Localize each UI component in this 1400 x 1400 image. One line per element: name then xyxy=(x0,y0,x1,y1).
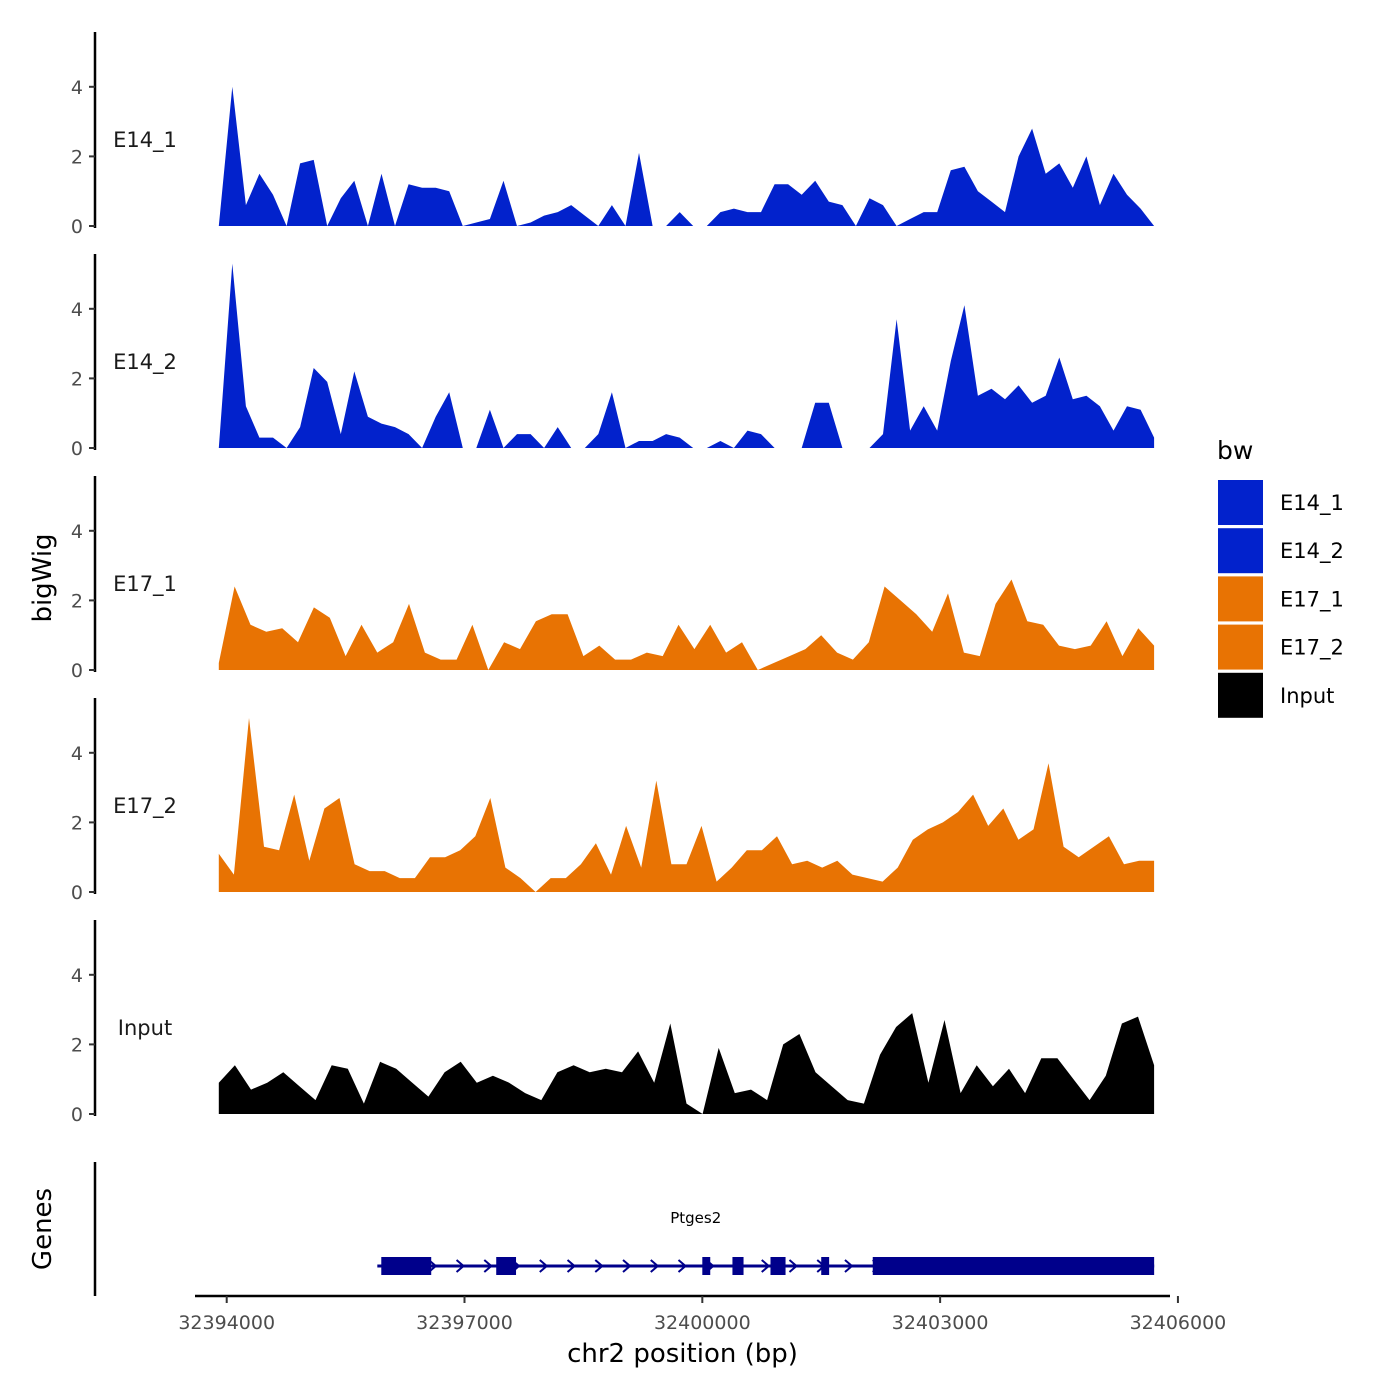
track-label-Input: Input xyxy=(118,1016,172,1040)
area-series-E14_2 xyxy=(218,263,1155,448)
y-tick-label: 4 xyxy=(71,299,83,321)
track-E14_1: 0 2 4 E14_1 xyxy=(71,32,1155,238)
y-tick-label: 0 xyxy=(71,216,83,238)
legend-swatch-E17_1 xyxy=(1218,576,1263,622)
x-tick-label: 32400000 xyxy=(654,1312,751,1334)
area-series-E17_1 xyxy=(218,579,1155,670)
track-label-E17_1: E17_1 xyxy=(113,572,177,597)
legend-label-E17_2: E17_2 xyxy=(1280,636,1344,661)
gene-name-label: Ptges2 xyxy=(670,1209,721,1227)
track-label-E14_1: E14_1 xyxy=(113,128,177,153)
track-label-E17_2: E17_2 xyxy=(113,794,177,819)
strand-arrow-icon xyxy=(566,1259,577,1273)
strand-arrow-icon xyxy=(650,1259,660,1273)
gene-exon xyxy=(496,1257,517,1275)
legend-swatch-Input xyxy=(1218,672,1263,718)
y-tick-label: 2 xyxy=(71,146,83,168)
track-label-E14_2: E14_2 xyxy=(113,350,177,375)
y-tick-label: 0 xyxy=(71,438,83,460)
legend-swatch-E14_2 xyxy=(1218,528,1263,574)
legend-label-E14_2: E14_2 xyxy=(1280,539,1344,564)
y-tick-label: 0 xyxy=(71,1104,83,1126)
x-tick-label: 32397000 xyxy=(416,1312,513,1334)
strand-arrow-icon xyxy=(455,1259,466,1273)
x-tick-label: 32394000 xyxy=(178,1312,275,1334)
genes-track-title: Genes xyxy=(28,1188,58,1270)
y-tick-label: 4 xyxy=(71,521,83,543)
y-tick-label: 2 xyxy=(71,1034,83,1056)
legend-swatch-E17_2 xyxy=(1218,624,1263,670)
gene-exon xyxy=(381,1257,432,1275)
y-tick-label: 4 xyxy=(71,965,83,987)
track-E17_2: 0 2 4 E17_2 xyxy=(71,698,1155,904)
strand-arrow-icon xyxy=(844,1259,854,1273)
strand-arrow-icon xyxy=(788,1259,799,1273)
gene-track: Ptges2 xyxy=(93,1162,1155,1296)
gene-exon xyxy=(702,1257,711,1275)
y-tick-label: 0 xyxy=(71,660,83,682)
gene-exon xyxy=(732,1257,744,1275)
y-tick-label: 2 xyxy=(71,368,83,390)
legend-swatch-E14_1 xyxy=(1218,480,1263,525)
y-tick-label: 4 xyxy=(71,743,83,765)
track-E14_2: 0 2 4 E14_2 xyxy=(71,254,1155,460)
legend-label-E14_1: E14_1 xyxy=(1280,491,1344,516)
strand-arrow-icon xyxy=(594,1259,604,1273)
gene-exon xyxy=(770,1257,786,1275)
area-series-Input xyxy=(218,1013,1155,1114)
y-tick-label: 0 xyxy=(71,882,83,904)
y-tick-label: 2 xyxy=(71,812,83,834)
gene-exon xyxy=(821,1257,830,1275)
area-series-E17_2 xyxy=(218,718,1155,892)
x-axis: 32394000 32397000 32400000 32403000 32406000 xyxy=(178,1294,1227,1334)
strand-arrow-icon xyxy=(761,1259,771,1273)
strand-arrow-icon xyxy=(539,1259,549,1273)
y-tick-label: 2 xyxy=(71,590,83,612)
track-E17_1: 0 2 4 E17_1 xyxy=(71,476,1155,682)
strand-arrow-icon xyxy=(677,1259,688,1273)
y-axis-title: bigWig xyxy=(28,533,58,622)
legend: bw E14_1 E14_2 E17_1 E17_2 Input xyxy=(1217,436,1344,718)
gene-exon xyxy=(872,1257,1155,1275)
y-tick-label: 4 xyxy=(71,77,83,99)
legend-title: bw xyxy=(1217,436,1253,465)
strand-arrow-icon xyxy=(622,1259,632,1273)
signal-tracks: 0 2 4 E14_1 0 2 4 E14_2 0 2 4 E17_1 0 2 4 E17_2 0 2 4 Input xyxy=(71,32,1155,1126)
x-tick-label: 32406000 xyxy=(1130,1312,1227,1334)
area-series-E14_1 xyxy=(218,86,1155,226)
x-axis-title: chr2 position (bp) xyxy=(567,1339,798,1369)
x-tick-label: 32403000 xyxy=(892,1312,989,1334)
gene-Ptges2: Ptges2 xyxy=(377,1209,1155,1275)
strand-arrow-icon xyxy=(483,1259,493,1273)
legend-label-Input: Input xyxy=(1280,684,1334,708)
legend-label-E17_1: E17_1 xyxy=(1280,587,1344,612)
track-Input: 0 2 4 Input xyxy=(71,920,1155,1126)
